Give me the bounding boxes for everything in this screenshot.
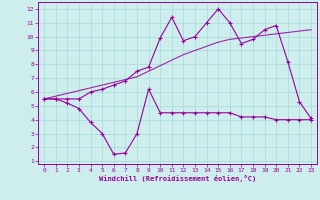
- X-axis label: Windchill (Refroidissement éolien,°C): Windchill (Refroidissement éolien,°C): [99, 175, 256, 182]
